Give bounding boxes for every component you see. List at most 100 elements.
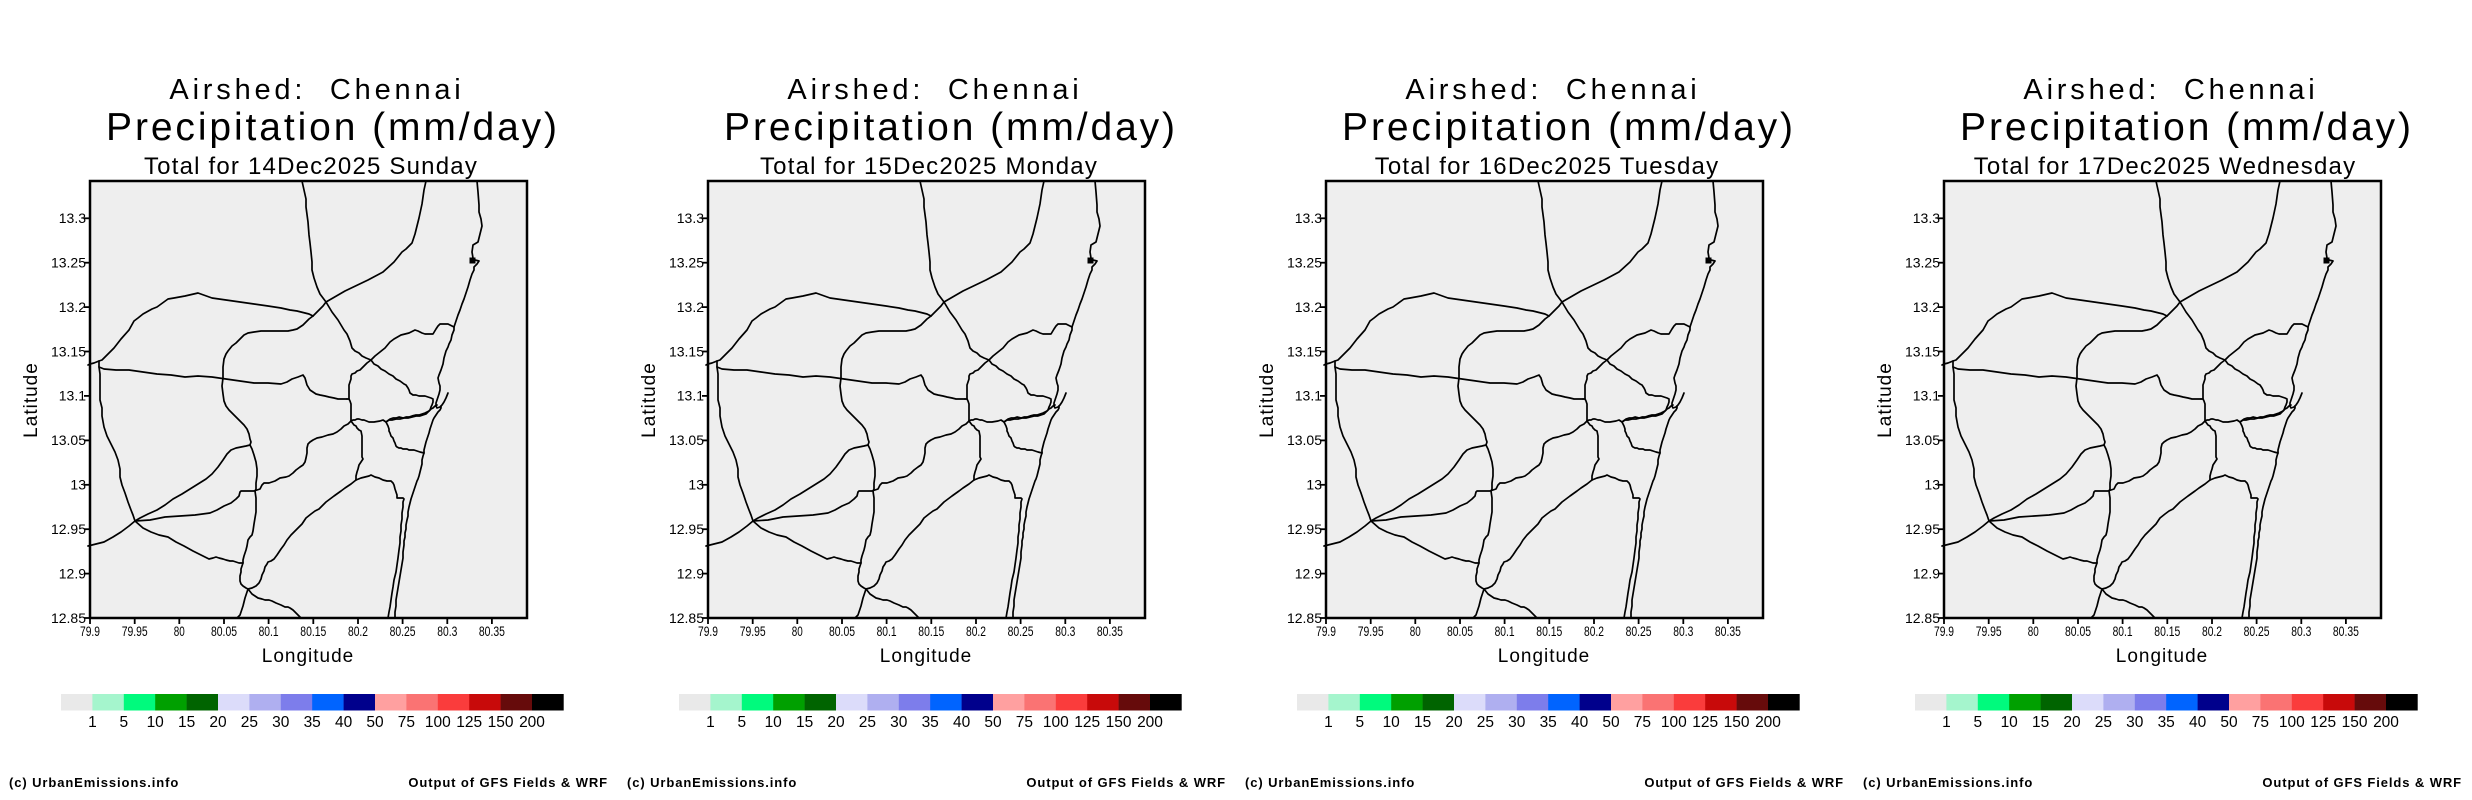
- svg-text:13: 13: [70, 477, 86, 493]
- svg-text:20: 20: [209, 714, 227, 731]
- svg-text:50: 50: [366, 714, 384, 731]
- svg-text:Longitude: Longitude: [262, 646, 354, 667]
- svg-text:20: 20: [827, 714, 845, 731]
- svg-text:13.2: 13.2: [59, 299, 86, 315]
- svg-text:35: 35: [2158, 714, 2175, 731]
- svg-text:10: 10: [2001, 714, 2019, 731]
- svg-text:Output of GFS Fields & WRF: Output of GFS Fields & WRF: [408, 775, 608, 790]
- svg-text:13.1: 13.1: [1913, 388, 1940, 404]
- svg-text:30: 30: [272, 714, 290, 731]
- svg-text:80: 80: [1410, 623, 1421, 639]
- svg-text:5: 5: [119, 714, 128, 731]
- svg-text:10: 10: [147, 714, 165, 731]
- svg-text:15: 15: [1414, 714, 1431, 731]
- svg-text:5: 5: [1355, 714, 1364, 731]
- svg-text:(c) UrbanEmissions.info: (c) UrbanEmissions.info: [1245, 775, 1415, 790]
- svg-text:150: 150: [1106, 714, 1132, 731]
- svg-text:Total for 17Dec2025 Wednesday: Total for 17Dec2025 Wednesday: [1974, 153, 2357, 180]
- svg-text:75: 75: [1634, 714, 1651, 731]
- svg-text:15: 15: [178, 714, 195, 731]
- svg-text:80.35: 80.35: [479, 623, 505, 639]
- svg-text:13.25: 13.25: [669, 255, 704, 271]
- svg-text:13: 13: [688, 477, 704, 493]
- svg-text:13.25: 13.25: [51, 255, 86, 271]
- svg-text:30: 30: [1508, 714, 1526, 731]
- svg-text:35: 35: [1540, 714, 1557, 731]
- svg-text:13.3: 13.3: [1913, 210, 1940, 226]
- svg-text:Latitude: Latitude: [639, 362, 660, 438]
- svg-text:5: 5: [1973, 714, 1982, 731]
- svg-text:80.2: 80.2: [2202, 623, 2222, 639]
- svg-text:80.25: 80.25: [1626, 623, 1652, 639]
- svg-text:35: 35: [304, 714, 321, 731]
- svg-text:80.3: 80.3: [2291, 623, 2311, 639]
- svg-text:100: 100: [1661, 714, 1687, 731]
- svg-text:Output of GFS Fields & WRF: Output of GFS Fields & WRF: [1026, 775, 1226, 790]
- svg-text:80: 80: [2028, 623, 2039, 639]
- svg-text:Airshed: Chennai: Airshed: Chennai: [169, 74, 464, 106]
- svg-text:80.1: 80.1: [1495, 623, 1515, 639]
- svg-text:13.3: 13.3: [677, 210, 704, 226]
- svg-text:80.15: 80.15: [918, 623, 944, 639]
- svg-text:13: 13: [1306, 477, 1322, 493]
- svg-text:13.2: 13.2: [1295, 299, 1322, 315]
- svg-text:12.9: 12.9: [677, 565, 704, 581]
- svg-text:150: 150: [488, 714, 514, 731]
- svg-text:13.1: 13.1: [59, 388, 86, 404]
- svg-text:125: 125: [1074, 714, 1100, 731]
- svg-text:Airshed: Chennai: Airshed: Chennai: [1405, 74, 1700, 106]
- svg-text:Latitude: Latitude: [1875, 362, 1896, 438]
- svg-text:15: 15: [796, 714, 813, 731]
- svg-text:30: 30: [890, 714, 908, 731]
- svg-text:30: 30: [2126, 714, 2144, 731]
- svg-text:50: 50: [1602, 714, 1620, 731]
- svg-text:13.3: 13.3: [59, 210, 86, 226]
- svg-text:20: 20: [2063, 714, 2081, 731]
- svg-text:25: 25: [241, 714, 258, 731]
- svg-text:80.3: 80.3: [1055, 623, 1075, 639]
- svg-text:80.1: 80.1: [2113, 623, 2133, 639]
- svg-text:Longitude: Longitude: [880, 646, 972, 667]
- svg-text:Precipitation (mm/day): Precipitation (mm/day): [1342, 106, 1796, 149]
- svg-text:1: 1: [1942, 714, 1951, 731]
- svg-text:Total for 14Dec2025 Sunday: Total for 14Dec2025 Sunday: [144, 153, 478, 180]
- svg-text:80.15: 80.15: [1536, 623, 1562, 639]
- svg-text:1: 1: [88, 714, 97, 731]
- svg-text:80.2: 80.2: [348, 623, 368, 639]
- svg-text:80.25: 80.25: [1008, 623, 1034, 639]
- svg-text:(c) UrbanEmissions.info: (c) UrbanEmissions.info: [9, 775, 179, 790]
- svg-text:100: 100: [2279, 714, 2305, 731]
- svg-text:100: 100: [1043, 714, 1069, 731]
- svg-text:5: 5: [737, 714, 746, 731]
- svg-text:125: 125: [2310, 714, 2336, 731]
- svg-text:Airshed: Chennai: Airshed: Chennai: [2023, 74, 2318, 106]
- svg-text:80.35: 80.35: [2333, 623, 2359, 639]
- svg-text:13.25: 13.25: [1287, 255, 1322, 271]
- svg-text:12.9: 12.9: [59, 565, 86, 581]
- svg-text:125: 125: [456, 714, 482, 731]
- svg-text:1: 1: [1324, 714, 1333, 731]
- svg-text:200: 200: [2373, 714, 2399, 731]
- svg-text:12.95: 12.95: [669, 521, 704, 537]
- svg-text:13.2: 13.2: [1913, 299, 1940, 315]
- svg-text:13.1: 13.1: [1295, 388, 1322, 404]
- svg-text:10: 10: [765, 714, 783, 731]
- svg-text:79.95: 79.95: [122, 623, 148, 639]
- svg-text:Latitude: Latitude: [21, 362, 42, 438]
- svg-text:Total for 16Dec2025 Tuesday: Total for 16Dec2025 Tuesday: [1375, 153, 1720, 180]
- svg-text:80.35: 80.35: [1097, 623, 1123, 639]
- svg-text:80.3: 80.3: [1673, 623, 1693, 639]
- svg-text:13.2: 13.2: [677, 299, 704, 315]
- svg-text:150: 150: [2342, 714, 2368, 731]
- svg-text:80.05: 80.05: [829, 623, 855, 639]
- svg-text:80.05: 80.05: [1447, 623, 1473, 639]
- svg-text:13.1: 13.1: [677, 388, 704, 404]
- svg-text:Total for 15Dec2025 Monday: Total for 15Dec2025 Monday: [760, 153, 1098, 180]
- svg-text:75: 75: [2252, 714, 2269, 731]
- svg-text:12.9: 12.9: [1913, 565, 1940, 581]
- svg-text:13.15: 13.15: [669, 343, 704, 359]
- svg-text:25: 25: [1477, 714, 1494, 731]
- svg-text:13.05: 13.05: [669, 432, 704, 448]
- svg-text:12.85: 12.85: [669, 610, 704, 626]
- svg-text:15: 15: [2032, 714, 2049, 731]
